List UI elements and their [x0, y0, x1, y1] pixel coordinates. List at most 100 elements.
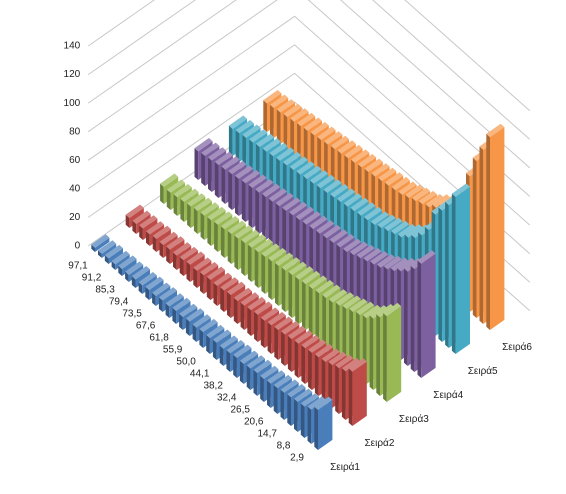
bar-side: [342, 305, 347, 366]
bar-top: [228, 160, 247, 175]
bar-top: [370, 211, 389, 225]
bar-top: [364, 158, 383, 172]
bar-side: [227, 291, 231, 318]
bar-top: [255, 179, 274, 193]
bar-top: [418, 190, 437, 205]
grid-line: [87, 0, 531, 140]
bar-front: [101, 243, 117, 258]
bar-top: [341, 358, 361, 372]
bar-side: [260, 317, 265, 348]
bar: [348, 358, 367, 426]
bar-top: [270, 94, 289, 108]
bar-side: [248, 184, 253, 228]
bar-side: [314, 406, 318, 450]
x-tick-label: 55,9: [163, 345, 183, 356]
bar-top: [179, 303, 198, 318]
bar-top: [246, 355, 265, 369]
bar-side: [194, 148, 199, 180]
bar-side: [268, 258, 272, 300]
bar-side: [315, 290, 320, 342]
bar-side: [288, 271, 293, 318]
bar-side: [125, 214, 130, 228]
bar-top: [248, 174, 267, 188]
bar-side: [234, 235, 239, 270]
bar-top: [118, 255, 137, 269]
bar-top: [253, 359, 272, 374]
bar-side: [227, 230, 232, 264]
bar-side: [91, 244, 95, 252]
x-tick-label: 79,4: [109, 297, 129, 308]
bar-top: [294, 388, 313, 402]
bar-top: [201, 142, 220, 156]
x-tick-label: 38,2: [203, 381, 223, 392]
bar: [314, 396, 333, 450]
bar-side: [253, 369, 258, 396]
bar-top: [308, 339, 327, 353]
bar-top: [310, 170, 329, 184]
bar-front: [490, 127, 505, 330]
bar-top: [249, 129, 268, 143]
x-tick-label: 50,0: [176, 357, 196, 368]
x-tick-label: 97,1: [68, 261, 88, 272]
bar-side: [267, 322, 272, 354]
bar-side: [193, 267, 197, 288]
bar-side: [219, 345, 224, 366]
bar-top: [206, 324, 225, 339]
bar-top: [315, 280, 334, 294]
bar-top: [138, 272, 157, 286]
bar-side: [241, 239, 245, 276]
bar-side: [445, 201, 449, 348]
bar-side: [335, 302, 340, 360]
bar-side: [297, 123, 301, 162]
bar-top: [316, 220, 335, 234]
bar-side: [118, 265, 122, 276]
bar-top: [363, 248, 382, 262]
bar-side: [410, 265, 415, 372]
bar-top: [165, 293, 184, 307]
bar-top: [275, 192, 294, 207]
bar-side: [220, 226, 225, 258]
series-label: Σειρά3: [399, 413, 429, 425]
bar-top: [160, 173, 179, 187]
bar-top: [262, 183, 281, 198]
bar-side: [160, 183, 164, 204]
bar-side: [228, 171, 232, 210]
bar-side: [451, 193, 456, 354]
bar-side: [263, 100, 267, 132]
grid-line: [87, 0, 531, 112]
bar-side: [131, 276, 136, 288]
bar-front: [318, 399, 333, 450]
bar-side: [159, 241, 164, 258]
bar-side: [341, 368, 346, 420]
bar-top: [398, 181, 417, 195]
bar-top: [185, 308, 205, 322]
bar-top: [193, 257, 212, 271]
bar-side: [314, 354, 319, 396]
bar-top: [152, 225, 171, 240]
bar-top: [384, 172, 404, 186]
bar-top: [159, 231, 178, 246]
bar-side: [235, 175, 239, 216]
bar-top: [208, 147, 227, 161]
bar-top: [173, 242, 192, 256]
bar-top: [383, 302, 402, 317]
bar-top: [486, 123, 505, 138]
bar-side: [179, 313, 183, 330]
bar-top: [274, 316, 293, 330]
bar-top: [146, 221, 165, 235]
bar-side: [486, 133, 490, 330]
bar: [417, 250, 436, 378]
bar-top: [158, 287, 177, 301]
bar-side: [348, 368, 353, 426]
bar-side: [200, 212, 205, 240]
bar-side: [254, 311, 258, 342]
bar-side: [295, 276, 299, 324]
bar-top: [296, 161, 315, 175]
bar-top: [254, 301, 273, 315]
bar-top: [377, 214, 396, 228]
bar-front: [95, 237, 110, 252]
bar-top: [357, 202, 376, 216]
bar-top: [283, 103, 302, 118]
bar-top: [451, 183, 470, 197]
bar-front: [421, 253, 436, 378]
